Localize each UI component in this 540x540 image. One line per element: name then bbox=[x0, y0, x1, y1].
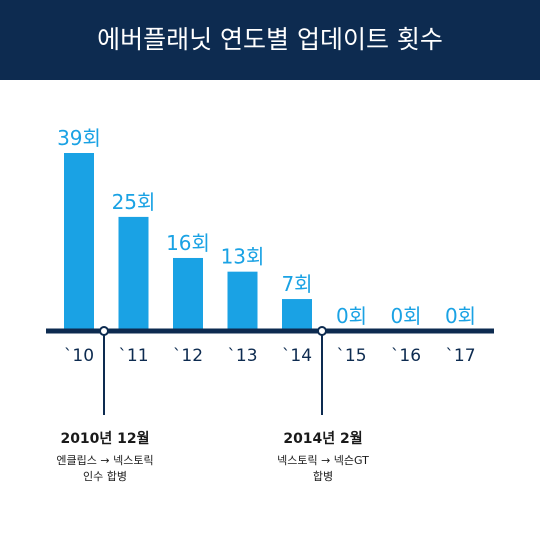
x-tick-label: `15 bbox=[336, 346, 366, 366]
value-label: 0회 bbox=[445, 304, 476, 328]
x-tick-label: `17 bbox=[445, 346, 475, 366]
event-1-desc-line2: 인수 합병 bbox=[83, 470, 127, 483]
event-marker-dot-2 bbox=[317, 326, 327, 336]
value-label: 7회 bbox=[281, 272, 312, 296]
bar-14 bbox=[282, 299, 312, 331]
event-2-desc-line2: 합병 bbox=[312, 470, 334, 483]
x-tick-label: `10 bbox=[64, 346, 94, 366]
value-label: 25회 bbox=[112, 190, 156, 214]
event-marker-dot-1 bbox=[99, 326, 109, 336]
event-2-title: 2014년 2월 bbox=[283, 431, 363, 447]
value-label: 39회 bbox=[57, 126, 101, 150]
value-label: 0회 bbox=[390, 304, 421, 328]
x-tick-label: `14 bbox=[282, 346, 312, 366]
bar-13 bbox=[227, 271, 258, 331]
event-1-desc-line1: 엔클립스 → 넥스토릭 bbox=[56, 454, 154, 467]
event-2-desc-line1: 넥스토릭 → 넥슨GT bbox=[277, 454, 369, 467]
page-title: 에버플래닛 연도별 업데이트 횟수 bbox=[97, 25, 443, 54]
value-label: 13회 bbox=[221, 245, 265, 269]
value-label: 0회 bbox=[336, 304, 367, 328]
x-tick-label: `11 bbox=[118, 346, 148, 366]
value-label: 16회 bbox=[166, 231, 210, 255]
x-tick-label: `12 bbox=[173, 346, 203, 366]
bar-chart: 39회 `10 25회 `11 16회 `12 13회 `13 7회 `14 0회 `15 0회 `16 0… bbox=[46, 126, 494, 415]
x-tick-label: `16 bbox=[391, 346, 421, 366]
bar-10 bbox=[64, 153, 94, 331]
event-1-title: 2010년 12월 bbox=[60, 431, 150, 447]
bar-12 bbox=[173, 257, 203, 331]
x-tick-label: `13 bbox=[227, 346, 257, 366]
header-bar: 에버플래닛 연도별 업데이트 횟수 bbox=[0, 0, 540, 80]
bar-11 bbox=[118, 216, 149, 331]
